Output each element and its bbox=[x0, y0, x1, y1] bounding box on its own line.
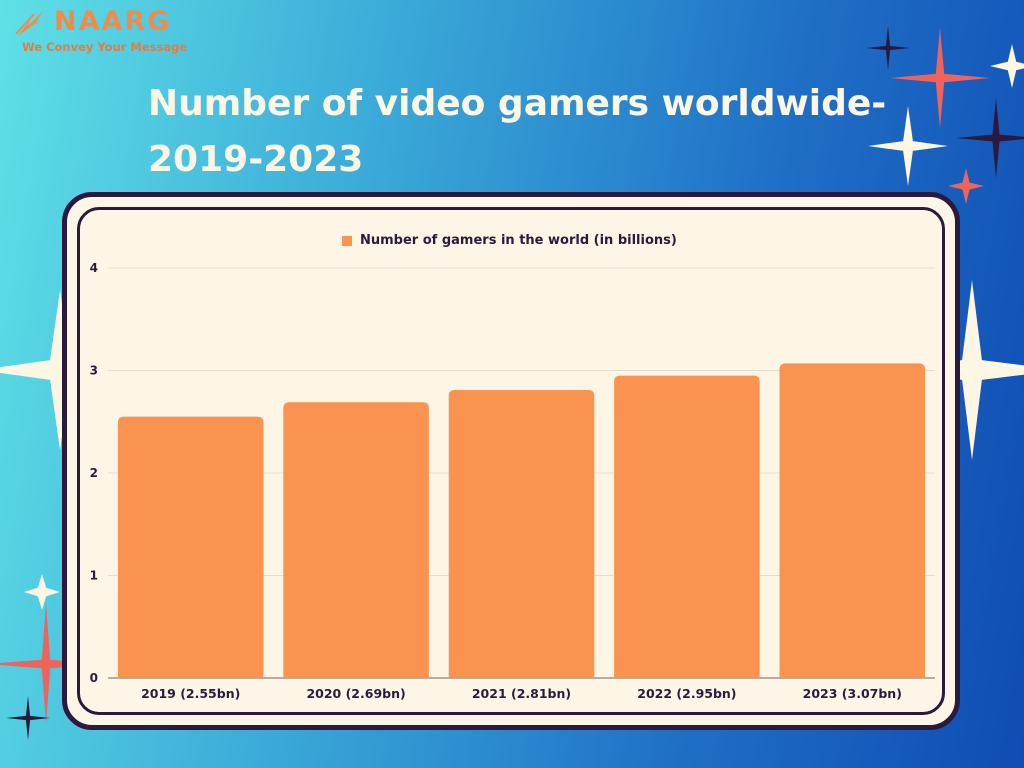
legend-swatch bbox=[342, 235, 352, 246]
brand-tagline: We Convey Your Message bbox=[22, 40, 188, 54]
y-tick-label: 2 bbox=[90, 466, 98, 480]
bar bbox=[448, 389, 595, 678]
x-tick-label: 2021 (2.81bn) bbox=[472, 686, 571, 701]
lightning-icon bbox=[15, 10, 44, 36]
page-title: Number of video gamers worldwide- 2019-2… bbox=[148, 83, 887, 180]
y-tick-label: 4 bbox=[90, 261, 98, 275]
chart-legend: Number of gamers in the world (in billio… bbox=[342, 233, 677, 248]
sparkle-star bbox=[24, 574, 60, 610]
bar bbox=[779, 363, 926, 678]
sparkle-star bbox=[956, 98, 1024, 178]
y-tick-label: 0 bbox=[90, 671, 98, 685]
bar bbox=[614, 375, 760, 678]
x-tick-label: 2022 (2.95bn) bbox=[637, 686, 736, 701]
sparkle-star bbox=[890, 28, 990, 128]
y-tick-label: 1 bbox=[90, 569, 98, 583]
sparkle-star bbox=[868, 106, 948, 186]
sparkle-star bbox=[0, 604, 106, 724]
chart-frame-inner bbox=[77, 207, 945, 715]
legend-label: Number of gamers in the world (in billio… bbox=[360, 233, 677, 248]
bar bbox=[117, 416, 264, 678]
sparkle-star bbox=[948, 168, 984, 204]
x-tick-label: 2023 (3.07bn) bbox=[803, 686, 902, 701]
x-tick-label: 2019 (2.55bn) bbox=[141, 686, 240, 701]
brand-name: NAARG bbox=[54, 6, 172, 37]
sparkle-star bbox=[990, 44, 1024, 88]
sparkle-star bbox=[6, 696, 50, 740]
x-tick-label: 2020 (2.69bn) bbox=[306, 686, 405, 701]
bar bbox=[283, 402, 429, 678]
sparkle-star bbox=[866, 26, 910, 70]
y-tick-label: 3 bbox=[90, 364, 98, 378]
